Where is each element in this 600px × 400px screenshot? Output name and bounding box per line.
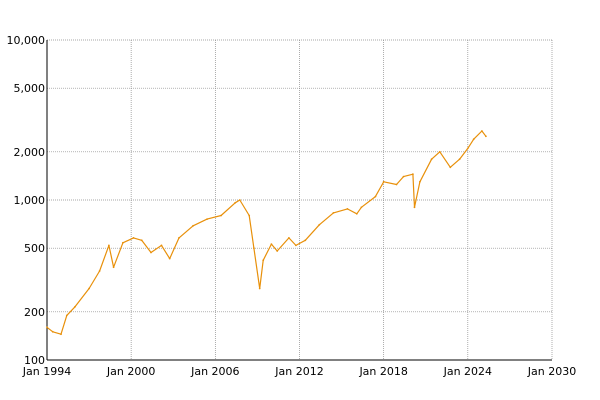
y-axis-tick-labels: 100 200 500 1,000 2,000 5,000 10,000 <box>7 34 46 367</box>
chart-grid <box>47 39 553 360</box>
chart-axes <box>46 40 552 361</box>
data-point <box>481 130 483 132</box>
data-point <box>449 166 452 169</box>
data-point <box>412 173 414 176</box>
data-point <box>132 237 135 239</box>
data-point <box>276 250 279 252</box>
data-point <box>108 244 110 247</box>
x-tick-label: Jan 2006 <box>190 365 239 378</box>
x-tick-label: Jan 2030 <box>527 365 576 378</box>
data-point <box>122 241 124 244</box>
data-point <box>220 214 223 217</box>
data-point <box>485 135 487 138</box>
data-point <box>74 305 76 308</box>
y-tick-label: 5,000 <box>14 82 46 95</box>
data-point <box>466 147 469 150</box>
data-point <box>140 239 143 242</box>
data-point <box>318 223 321 226</box>
y-tick-label: 10,000 <box>7 34 46 47</box>
data-point <box>262 259 265 262</box>
data-point <box>60 333 62 336</box>
data-point <box>88 287 90 290</box>
price-series-line <box>46 130 487 335</box>
data-point <box>160 244 163 247</box>
data-point <box>472 138 475 141</box>
data-point <box>413 206 416 209</box>
data-point <box>458 158 461 161</box>
data-point <box>355 212 358 215</box>
data-point <box>65 314 68 317</box>
data-point <box>295 244 297 247</box>
data-point <box>238 199 241 201</box>
x-tick-label: Jan 2000 <box>106 365 155 378</box>
x-tick-label: Jan 1994 <box>22 365 71 378</box>
data-point <box>395 183 398 186</box>
data-point <box>346 208 349 210</box>
data-point <box>98 270 101 272</box>
data-point <box>382 180 385 183</box>
data-point <box>168 257 171 260</box>
data-point <box>288 237 290 239</box>
data-point <box>192 224 195 227</box>
data-point <box>374 195 377 198</box>
y-tick-label: 1,000 <box>14 194 46 207</box>
data-point <box>402 175 405 178</box>
data-point <box>304 239 307 242</box>
y-tick-label: 200 <box>24 306 45 319</box>
data-point <box>46 326 48 329</box>
y-tick-label: 100 <box>24 354 45 367</box>
data-point <box>258 287 261 290</box>
data-point <box>270 243 273 246</box>
y-tick-label: 2,000 <box>14 146 46 159</box>
x-tick-label: Jan 2024 <box>443 365 492 378</box>
series-line-group <box>46 130 487 336</box>
data-point <box>332 212 335 214</box>
x-axis-tick-labels: Jan 1994 Jan 2000 Jan 2006 Jan 2012 Jan 2018… <box>22 365 576 378</box>
data-point <box>438 150 441 153</box>
data-point <box>206 218 209 221</box>
data-point <box>112 266 115 269</box>
data-point <box>248 214 251 217</box>
data-point <box>419 180 421 183</box>
data-point <box>360 206 363 209</box>
data-point <box>253 247 255 250</box>
data-point <box>430 158 433 161</box>
data-point <box>51 330 54 333</box>
y-tick-label: 500 <box>24 242 45 255</box>
data-point <box>234 201 237 204</box>
x-tick-label: Jan 2012 <box>274 365 323 378</box>
x-tick-label: Jan 2018 <box>358 365 407 378</box>
data-point <box>150 251 152 254</box>
data-point <box>178 237 180 239</box>
